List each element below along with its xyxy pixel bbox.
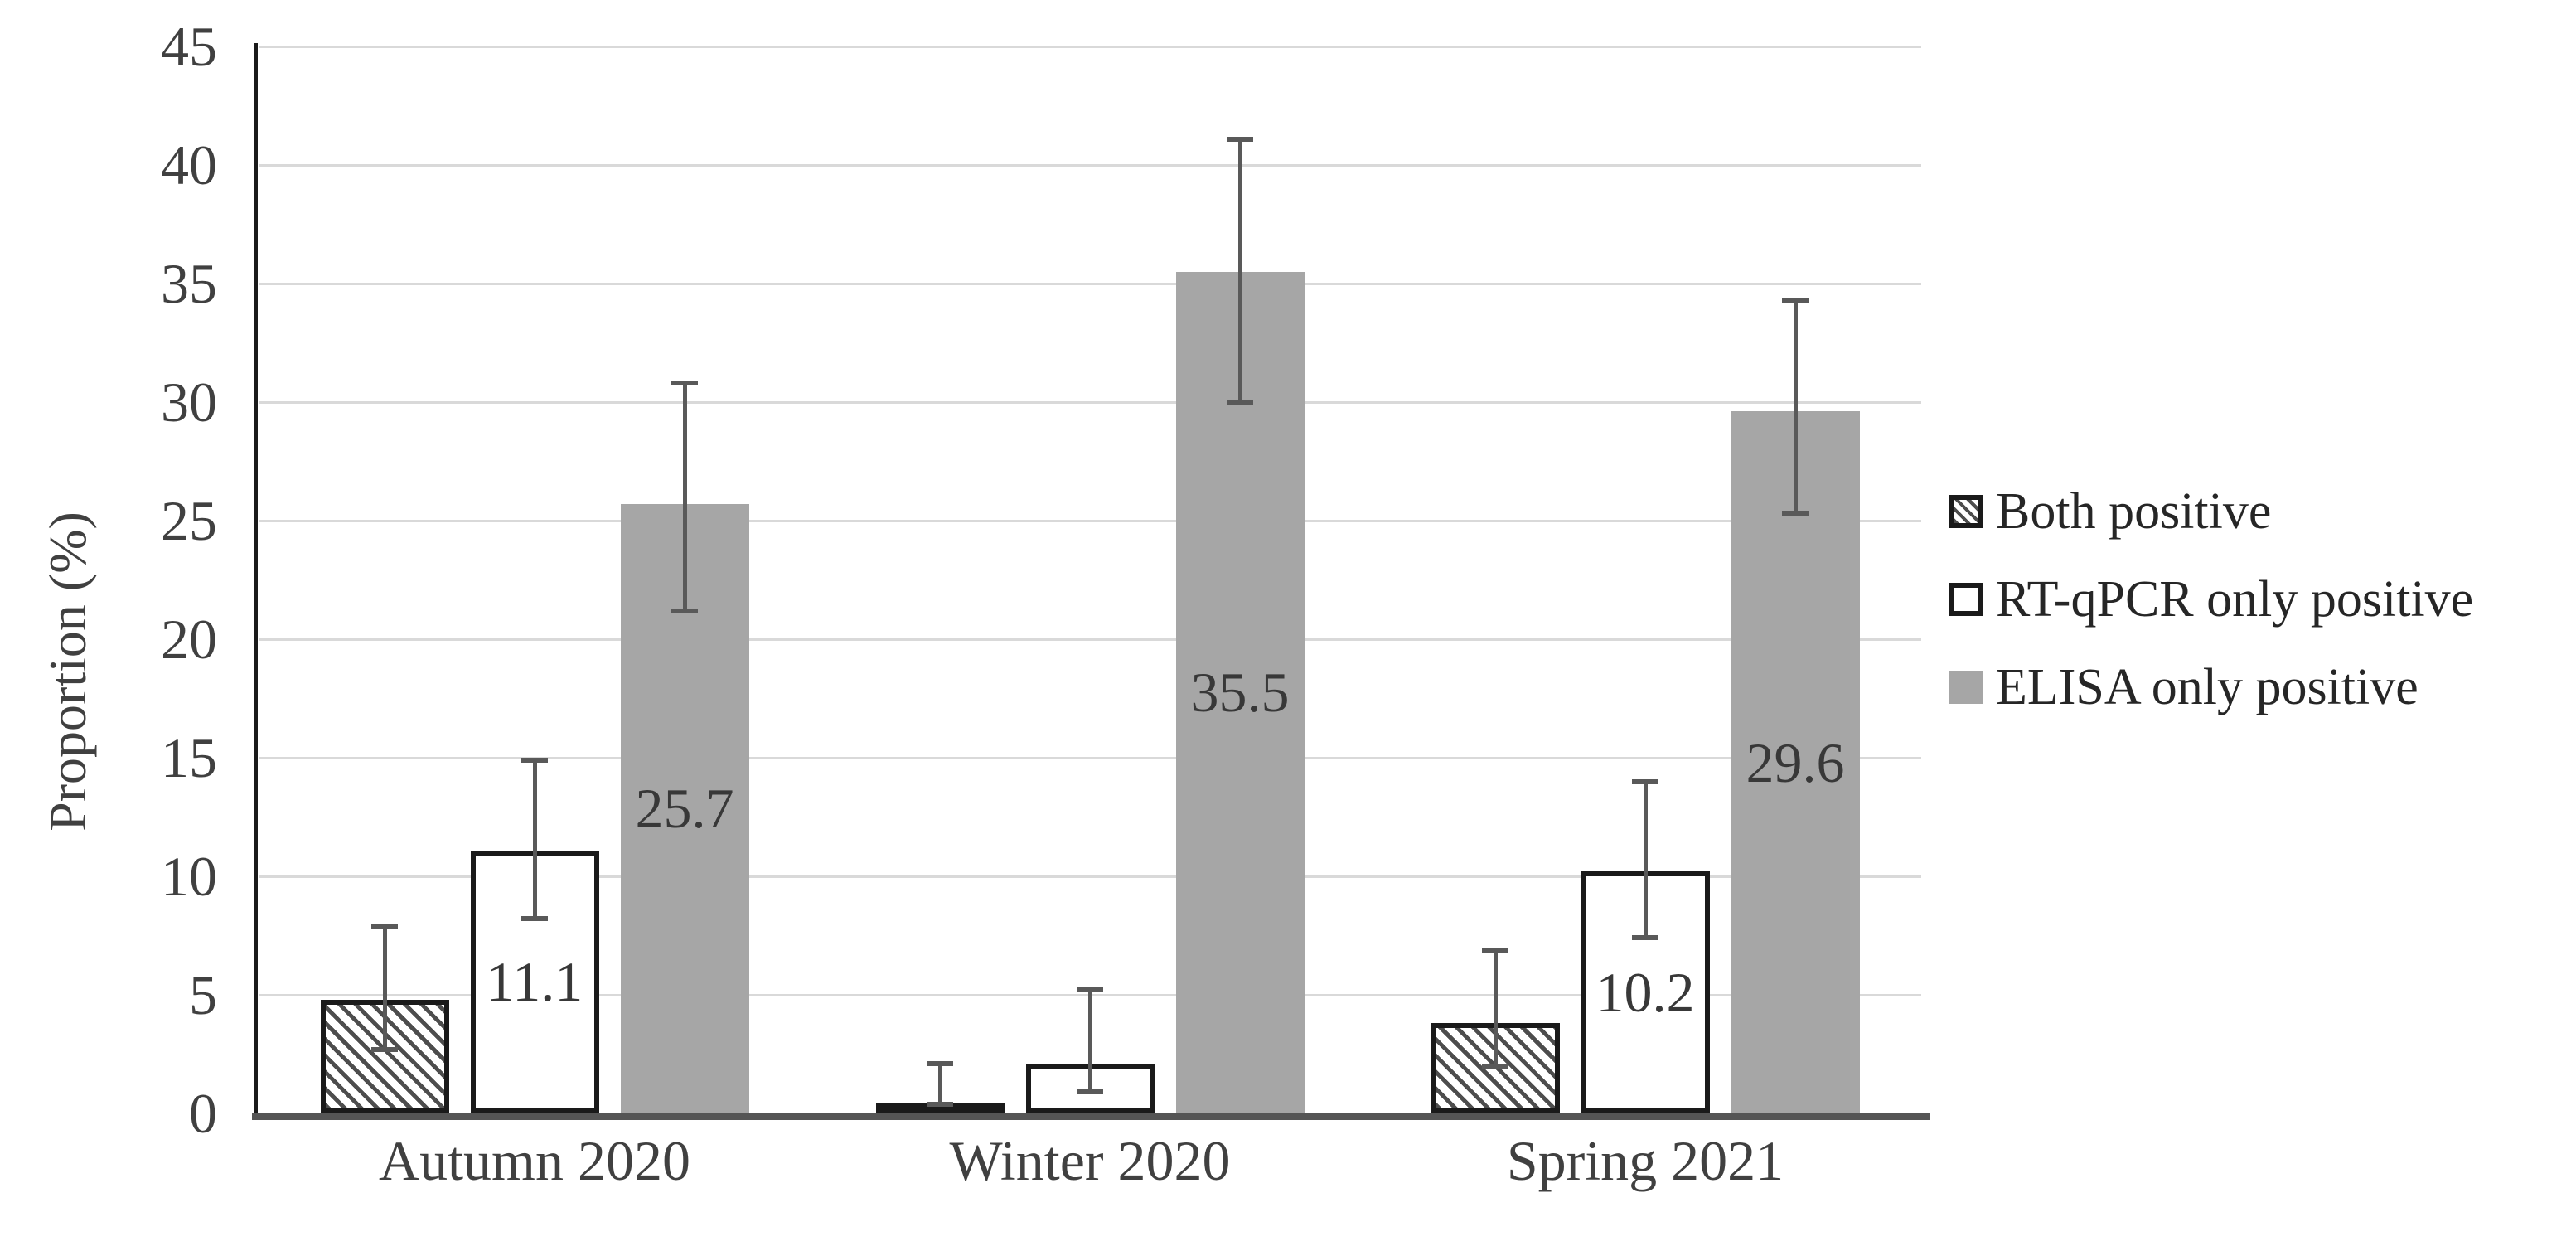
gridline-45 <box>259 45 1921 48</box>
x-tick-label-autumn-2020: Autumn 2020 <box>379 1129 690 1192</box>
error-cap-top-rt-qpcr-only-positive-spring-2021 <box>1632 778 1658 784</box>
gridline-20 <box>259 638 1921 641</box>
gridline-30 <box>259 400 1921 404</box>
y-tick-label-25: 25 <box>161 489 217 552</box>
error-cap-bottom-both-positive-spring-2021 <box>1482 1063 1508 1069</box>
y-tick-label-40: 40 <box>161 133 217 196</box>
legend-swatch-elisa-only-positive-icon <box>1949 671 1983 704</box>
error-cap-top-both-positive-winter-2020 <box>927 1060 953 1066</box>
y-tick-label-5: 5 <box>189 963 217 1026</box>
error-bar-elisa-only-positive-winter-2020 <box>1237 138 1242 402</box>
legend-swatch-both-positive-icon <box>1949 495 1983 528</box>
bar-elisa-only-positive-winter-2020 <box>1175 271 1305 1113</box>
x-axis-line <box>252 1113 1930 1120</box>
error-cap-bottom-elisa-only-positive-spring-2021 <box>1782 511 1809 516</box>
y-tick-label-30: 30 <box>161 371 217 434</box>
error-bar-elisa-only-positive-autumn-2020 <box>682 383 687 611</box>
y-tick-label-45: 45 <box>161 15 217 78</box>
data-label-elisa-only-positive-winter-2020: 35.5 <box>1190 661 1290 725</box>
error-cap-bottom-rt-qpcr-only-positive-winter-2020 <box>1077 1089 1103 1095</box>
error-cap-top-both-positive-autumn-2020 <box>371 924 398 929</box>
error-cap-bottom-rt-qpcr-only-positive-autumn-2020 <box>521 916 548 922</box>
gridline-40 <box>259 163 1921 167</box>
error-cap-bottom-rt-qpcr-only-positive-spring-2021 <box>1632 935 1658 941</box>
legend-item-both-positive: Both positive <box>1949 468 2271 555</box>
error-cap-bottom-both-positive-winter-2020 <box>927 1101 953 1107</box>
legend-swatch-rt-qpcr-only-positive-icon <box>1949 583 1983 616</box>
error-bar-rt-qpcr-only-positive-spring-2021 <box>1643 781 1648 938</box>
error-bar-both-positive-spring-2021 <box>1493 949 1498 1066</box>
legend-label-both-positive: Both positive <box>1996 482 2272 540</box>
error-cap-bottom-elisa-only-positive-autumn-2020 <box>671 608 698 613</box>
error-cap-bottom-both-positive-autumn-2020 <box>371 1046 398 1052</box>
x-tick-label-winter-2020: Winter 2020 <box>949 1129 1231 1192</box>
error-cap-bottom-elisa-only-positive-winter-2020 <box>1227 400 1253 405</box>
data-label-elisa-only-positive-autumn-2020: 25.7 <box>635 777 734 841</box>
legend-item-rt-qpcr-only-positive: RT-qPCR only positive <box>1949 555 2473 643</box>
legend-item-elisa-only-positive: ELISA only positive <box>1949 643 2419 731</box>
data-label-rt-qpcr-only-positive-spring-2021: 10.2 <box>1595 961 1695 1025</box>
x-tick-label-spring-2021: Spring 2021 <box>1506 1129 1784 1192</box>
bar-elisa-only-positive-spring-2021 <box>1731 411 1860 1113</box>
legend: Both positive RT-qPCR only positive ELISA … <box>1949 0 2571 1251</box>
y-axis-line <box>254 43 258 1120</box>
error-cap-top-elisa-only-positive-spring-2021 <box>1782 298 1809 303</box>
gridline-35 <box>259 282 1921 285</box>
gridline-10 <box>259 875 1921 878</box>
error-cap-top-elisa-only-positive-autumn-2020 <box>671 381 698 386</box>
y-tick-label-10: 10 <box>161 845 217 908</box>
y-tick-label-20: 20 <box>161 608 217 671</box>
data-label-elisa-only-positive-spring-2021: 29.6 <box>1746 730 1845 794</box>
data-label-rt-qpcr-only-positive-autumn-2020: 11.1 <box>486 950 583 1014</box>
gridline-25 <box>259 519 1921 522</box>
error-bar-both-positive-winter-2020 <box>937 1063 942 1104</box>
error-bar-both-positive-autumn-2020 <box>382 926 387 1050</box>
y-tick-label-0: 0 <box>189 1082 217 1145</box>
error-bar-elisa-only-positive-spring-2021 <box>1793 300 1798 514</box>
y-tick-label-35: 35 <box>161 252 217 315</box>
gridline-15 <box>259 756 1921 759</box>
error-bar-rt-qpcr-only-positive-autumn-2020 <box>532 759 537 919</box>
error-cap-top-elisa-only-positive-winter-2020 <box>1227 136 1253 142</box>
y-tick-label-15: 15 <box>161 726 217 789</box>
error-cap-top-rt-qpcr-only-positive-autumn-2020 <box>521 757 548 763</box>
legend-label-rt-qpcr-only-positive: RT-qPCR only positive <box>1996 570 2474 628</box>
error-bar-rt-qpcr-only-positive-winter-2020 <box>1087 990 1092 1093</box>
error-cap-top-rt-qpcr-only-positive-winter-2020 <box>1077 987 1103 993</box>
legend-label-elisa-only-positive: ELISA only positive <box>1996 658 2419 715</box>
error-cap-top-both-positive-spring-2021 <box>1482 947 1508 953</box>
